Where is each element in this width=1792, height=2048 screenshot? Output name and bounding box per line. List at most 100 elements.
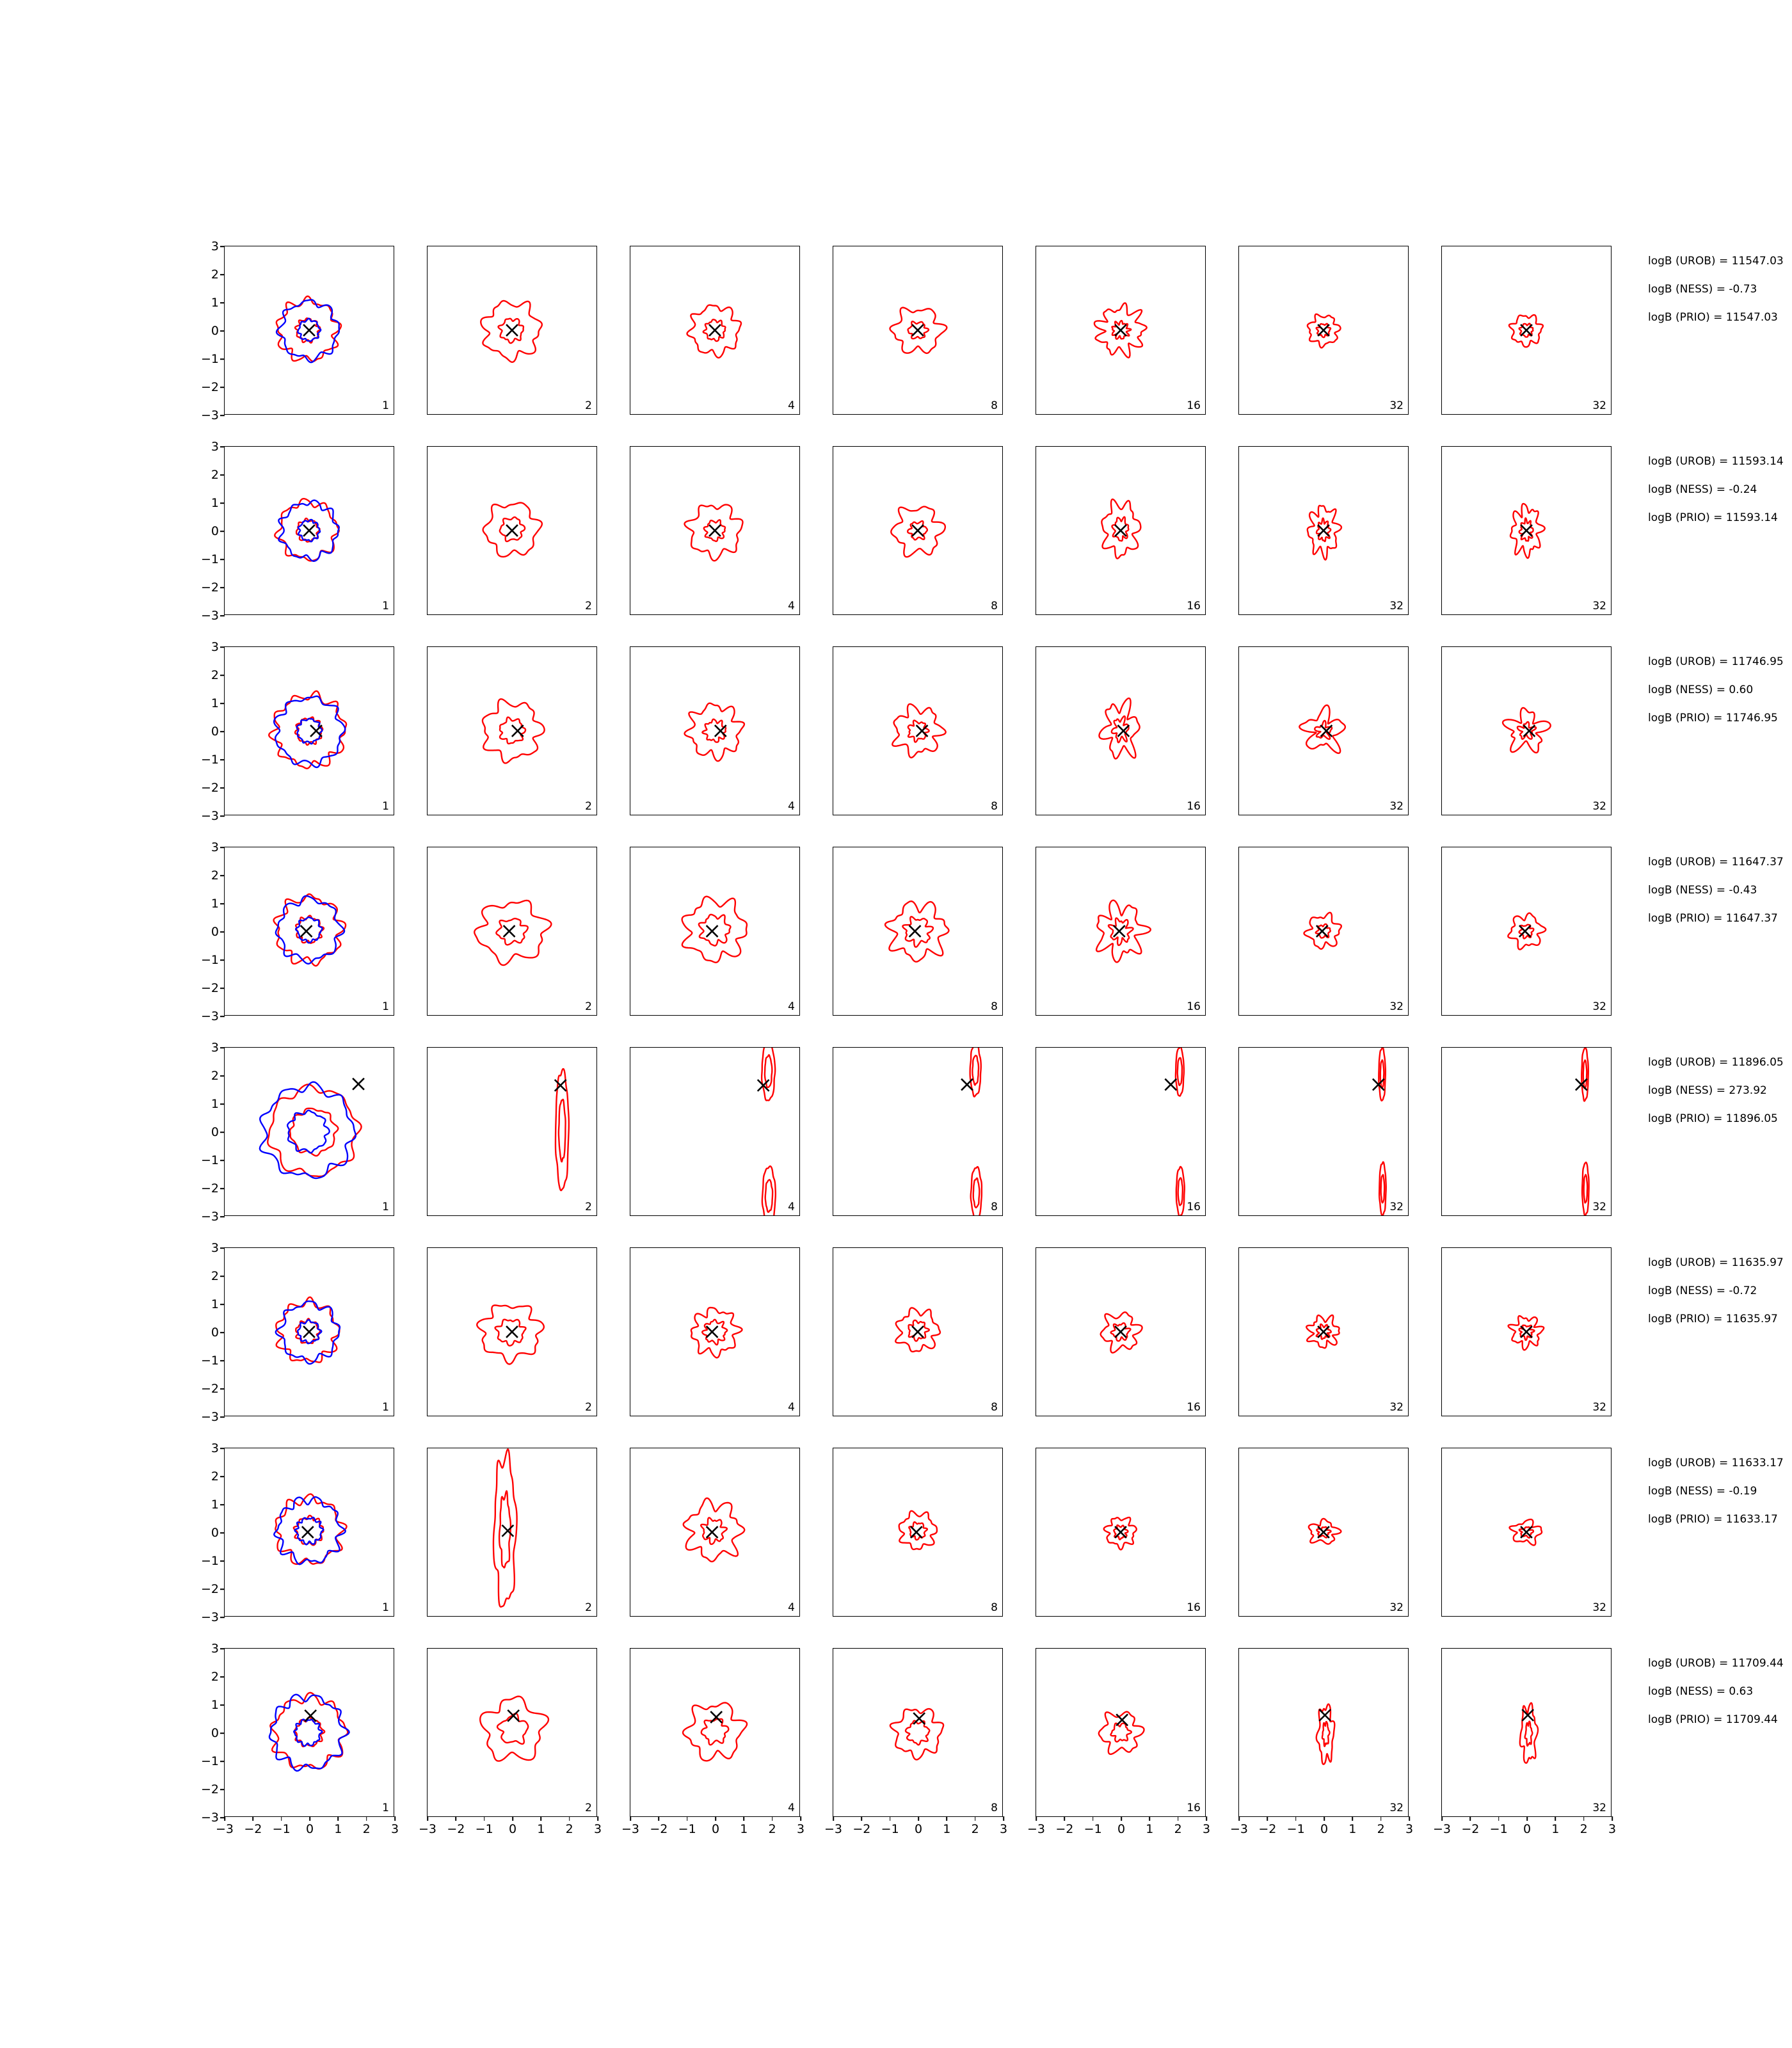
contour-line-outer [890, 506, 947, 558]
x-tick-mark [224, 1816, 225, 1821]
plot-area [1036, 1048, 1205, 1215]
truth-marker-x-icon [913, 1712, 926, 1725]
truth-marker-x-icon [501, 1524, 515, 1537]
contour-line-inner [1379, 1059, 1385, 1089]
contour-line-inner [1524, 1720, 1533, 1747]
contour-panel-r7-c2: 4 −3 −2 −1 0 1 2 3 [621, 1648, 804, 1836]
contour-line-outer [1581, 1161, 1590, 1215]
plot-area [225, 1048, 394, 1215]
x-tick-label: 3 [999, 1822, 1008, 1836]
panel-corner-label: 1 [382, 1401, 389, 1414]
panel-corner-label: 8 [991, 1601, 998, 1614]
truth-marker-x-icon [304, 1709, 317, 1722]
x-tick-mark [512, 1816, 513, 1821]
x-tick-label: −2 [1461, 1822, 1480, 1836]
plot-area [1442, 447, 1611, 614]
contour-line-outer [481, 698, 545, 764]
contour-line-inner [499, 716, 527, 745]
contour-line-outer [684, 702, 746, 762]
contour-line-outer [1100, 1311, 1143, 1354]
panel-corner-label: 1 [382, 1201, 389, 1213]
panel-corner-label: 8 [991, 1401, 998, 1414]
x-tick-label: 2 [1580, 1822, 1588, 1836]
x-tick-mark [800, 1816, 801, 1821]
plot-area [225, 447, 394, 614]
plot-area [1036, 1448, 1205, 1616]
truth-marker-x-icon [1520, 1325, 1533, 1338]
y-tick-label: 1 [211, 696, 219, 710]
contour-line-inner [1314, 719, 1333, 740]
contour-line-outer [1378, 1161, 1387, 1215]
x-tick-mark [597, 1816, 598, 1821]
y-tick-mark [220, 531, 225, 532]
plot-area [1036, 847, 1205, 1015]
plot-area [1442, 1248, 1611, 1416]
x-tick-label: 0 [1523, 1822, 1532, 1836]
y-tick-mark [220, 1075, 225, 1076]
truth-marker-x-icon [1317, 524, 1330, 537]
x-tick-mark [394, 1816, 396, 1821]
contour-panel-r4-c4: 16 [1036, 1047, 1206, 1216]
contour-line-inner [289, 1107, 339, 1157]
contour-line-inner [764, 1054, 773, 1089]
contour-line-inner [1516, 721, 1537, 740]
panel-corner-label: 32 [1389, 1000, 1404, 1013]
x-tick-label: 3 [796, 1822, 805, 1836]
contour-line-outer [1501, 707, 1551, 754]
x-tick-label: 1 [1146, 1822, 1154, 1836]
truth-marker-x-icon [1372, 1078, 1385, 1091]
contour-line-inner [1110, 715, 1130, 744]
y-tick-mark [220, 1648, 225, 1649]
x-tick-mark [1064, 1816, 1066, 1821]
plot-area [1036, 1248, 1205, 1416]
contour-line-outer [1507, 1315, 1545, 1351]
panel-corner-label: 8 [991, 800, 998, 813]
x-tick-mark [1352, 1816, 1354, 1821]
contour-panel-r1-c3: 8 [833, 446, 1003, 615]
plot-area [833, 447, 1002, 614]
plot-area [1442, 647, 1611, 815]
plot-area [1442, 847, 1611, 1015]
contour-panel-r3-c2: 4 [630, 847, 800, 1016]
x-tick-label: 2 [1377, 1822, 1385, 1836]
contour-panel-r3-c5: 32 [1238, 847, 1409, 1016]
y-tick-label: −3 [200, 1009, 219, 1023]
panel-corner-label: 8 [991, 600, 998, 612]
y-tick-label: 1 [211, 1297, 219, 1311]
truth-marker-x-icon [1317, 1325, 1330, 1338]
contour-line-inner [700, 1517, 728, 1546]
contour-line-outer [268, 690, 348, 769]
plot-area [1036, 1649, 1205, 1816]
truth-marker-x-icon [915, 724, 929, 737]
truth-marker-x-icon [554, 1079, 567, 1092]
y-tick-mark [220, 1504, 225, 1505]
x-tick-label: −3 [1229, 1822, 1249, 1836]
x-tick-mark [861, 1816, 863, 1821]
annotation-line: logB (PRIO) = 11896.05 [1648, 1112, 1778, 1125]
row-annotation-block: logB (UROB) = 11635.97 logB (NESS) = -0.7… [1648, 1258, 1784, 1342]
contour-panel-r4-c1: 2 [427, 1047, 597, 1216]
plot-area [630, 1248, 799, 1416]
plot-area [1239, 1048, 1408, 1215]
y-tick-label: 2 [211, 1269, 219, 1283]
annotation-line: logB (NESS) = -0.19 [1648, 1485, 1757, 1498]
contour-line-outer [259, 1081, 356, 1180]
y-tick-label: −2 [200, 580, 219, 595]
contour-line-outer [970, 1165, 983, 1215]
contour-line-outer [1101, 498, 1142, 559]
x-tick-label: −3 [824, 1822, 843, 1836]
y-tick-label: −1 [200, 1554, 219, 1568]
x-tick-mark [1295, 1816, 1297, 1821]
truth-marker-x-icon [303, 524, 316, 537]
contour-panel-r0-c1: 2 [427, 246, 597, 415]
contour-line-outer [482, 502, 543, 558]
contour-panel-r6-c2: 4 [630, 1448, 800, 1617]
plot-area [428, 1248, 596, 1416]
contour-line-inner [906, 520, 929, 541]
x-tick-mark [686, 1816, 688, 1821]
panel-corner-label: 32 [1592, 600, 1606, 612]
x-tick-label: 0 [914, 1822, 923, 1836]
plot-area [1036, 647, 1205, 815]
contour-line-outer [889, 1708, 945, 1761]
